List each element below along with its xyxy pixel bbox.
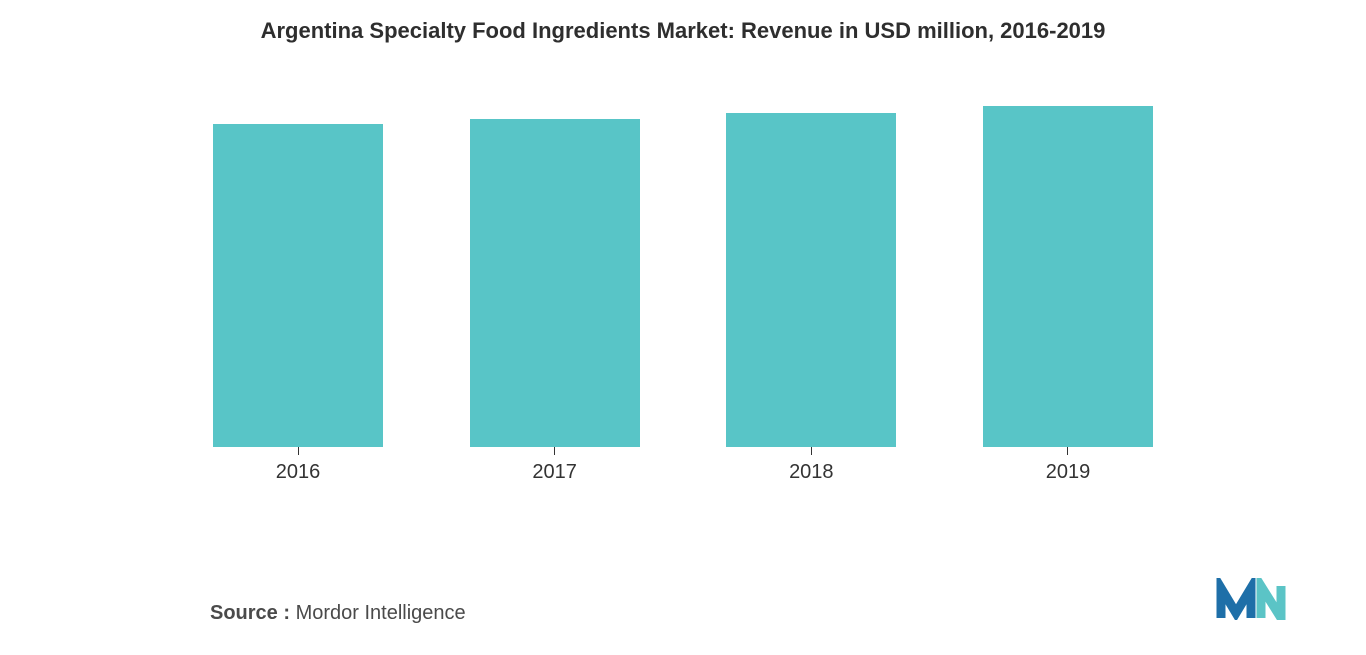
chart-title: Argentina Specialty Food Ingredients Mar… <box>0 0 1366 44</box>
bar-group-2016: 2016 <box>213 124 383 484</box>
tick-mark <box>554 447 555 455</box>
tick-mark <box>1067 447 1068 455</box>
source-value: Mordor Intelligence <box>290 602 466 624</box>
bar-group-2019: 2019 <box>983 106 1153 484</box>
bar-group-2017: 2017 <box>470 119 640 484</box>
x-axis-label: 2019 <box>1046 461 1091 484</box>
bar-2019 <box>983 106 1153 447</box>
mordor-logo-icon <box>1216 578 1306 625</box>
tick-mark <box>298 447 299 455</box>
chart-footer: Source : Mordor Intelligence <box>210 578 1306 625</box>
bar-2018 <box>726 113 896 447</box>
bar-2017 <box>470 119 640 447</box>
bar-chart: 2016 2017 2018 2019 <box>213 84 1153 484</box>
x-axis-label: 2018 <box>789 461 834 484</box>
tick-mark <box>811 447 812 455</box>
bar-2016 <box>213 124 383 447</box>
bar-group-2018: 2018 <box>726 113 896 484</box>
source-attribution: Source : Mordor Intelligence <box>210 602 466 625</box>
x-axis-label: 2016 <box>276 461 321 484</box>
source-label: Source : <box>210 602 290 624</box>
x-axis-label: 2017 <box>532 461 577 484</box>
